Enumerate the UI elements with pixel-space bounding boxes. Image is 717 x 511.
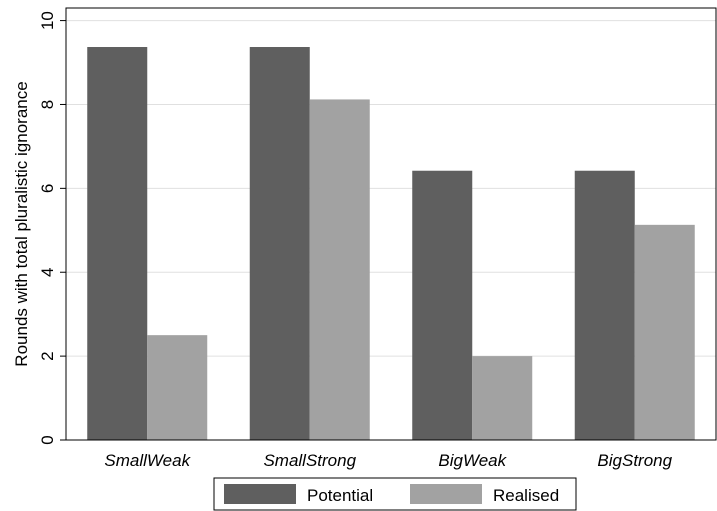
x-tick-label-BigWeak: BigWeak: [438, 451, 507, 470]
bar-BigStrong-potential: [574, 170, 635, 440]
y-axis-title: Rounds with total pluralistic ignorance: [12, 81, 31, 366]
bar-BigWeak-potential: [412, 170, 473, 440]
legend: Potential Realised: [213, 477, 577, 511]
bar-BigWeak-realised: [472, 356, 533, 440]
y-tick-label-2: 2: [38, 351, 57, 360]
bar-SmallWeak-potential: [87, 47, 148, 440]
bars: [87, 47, 695, 440]
legend-items: Potential Realised: [224, 484, 559, 505]
bar-BigStrong-realised: [634, 224, 695, 440]
legend-swatch-potential: [224, 484, 296, 504]
x-tick-label-BigStrong: BigStrong: [597, 451, 672, 470]
axes: [65, 7, 717, 441]
y-tick-label-6: 6: [38, 184, 57, 193]
bar-SmallStrong-potential: [249, 47, 310, 440]
legend-label-potential: Potential: [307, 486, 373, 505]
x-tick-label-SmallWeak: SmallWeak: [104, 451, 191, 470]
y-tick-label-8: 8: [38, 100, 57, 109]
x-tick-label-SmallStrong: SmallStrong: [263, 451, 356, 470]
legend-swatch-realised: [410, 484, 482, 504]
bar-SmallStrong-realised: [309, 99, 370, 440]
plot-frame: [65, 7, 717, 441]
x-tick-labels: SmallWeak SmallStrong BigWeak BigStrong: [104, 451, 672, 470]
bar-SmallWeak-realised: [147, 335, 208, 440]
y-tick-label-4: 4: [38, 267, 57, 276]
y-ticks: 0 2 4 6 8 10: [38, 11, 66, 445]
y-tick-label-10: 10: [38, 11, 57, 30]
y-tick-label-0: 0: [38, 435, 57, 444]
legend-label-realised: Realised: [493, 486, 559, 505]
